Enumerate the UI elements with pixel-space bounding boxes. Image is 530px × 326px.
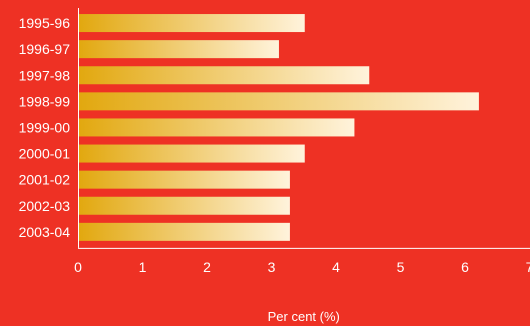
category-label-1996-97: 1996-97 (19, 41, 71, 57)
category-label-1998-99: 1998-99 (19, 93, 71, 109)
x-tick-label-4: 4 (332, 259, 340, 275)
bars-group (79, 14, 479, 241)
bar-2002-03 (79, 196, 290, 215)
category-label-2001-02: 2001-02 (19, 172, 71, 188)
bar-1997-98 (79, 66, 370, 85)
x-axis-ticks: 0 1 2 3 4 5 6 7 (74, 259, 530, 275)
x-tick-label-5: 5 (397, 259, 405, 275)
bar-2000-01 (79, 144, 305, 163)
category-label-2000-01: 2000-01 (19, 146, 71, 162)
category-label-1999-00: 1999-00 (19, 119, 71, 135)
x-tick-label-3: 3 (268, 259, 276, 275)
bar-1999-00 (79, 118, 355, 137)
bar-1998-99 (79, 92, 479, 111)
bar-1995-96 (79, 14, 305, 33)
bar-1996-97 (79, 40, 279, 59)
x-tick-label-2: 2 (203, 259, 211, 275)
bar-2003-04 (79, 222, 290, 241)
category-label-1995-96: 1995-96 (19, 15, 71, 31)
x-tick-label-0: 0 (74, 259, 82, 275)
bar-2001-02 (79, 170, 290, 189)
category-label-2003-04: 2003-04 (19, 224, 71, 240)
x-tick-label-7: 7 (526, 259, 530, 275)
category-label-1997-98: 1997-98 (19, 67, 71, 83)
category-label-2002-03: 2002-03 (19, 198, 71, 214)
x-tick-label-1: 1 (139, 259, 147, 275)
x-tick-label-6: 6 (461, 259, 469, 275)
x-axis-title: Per cent (%) (268, 309, 340, 324)
category-labels: 1995-96 1996-97 1997-98 1998-99 1999-00 2000-… (19, 15, 71, 240)
